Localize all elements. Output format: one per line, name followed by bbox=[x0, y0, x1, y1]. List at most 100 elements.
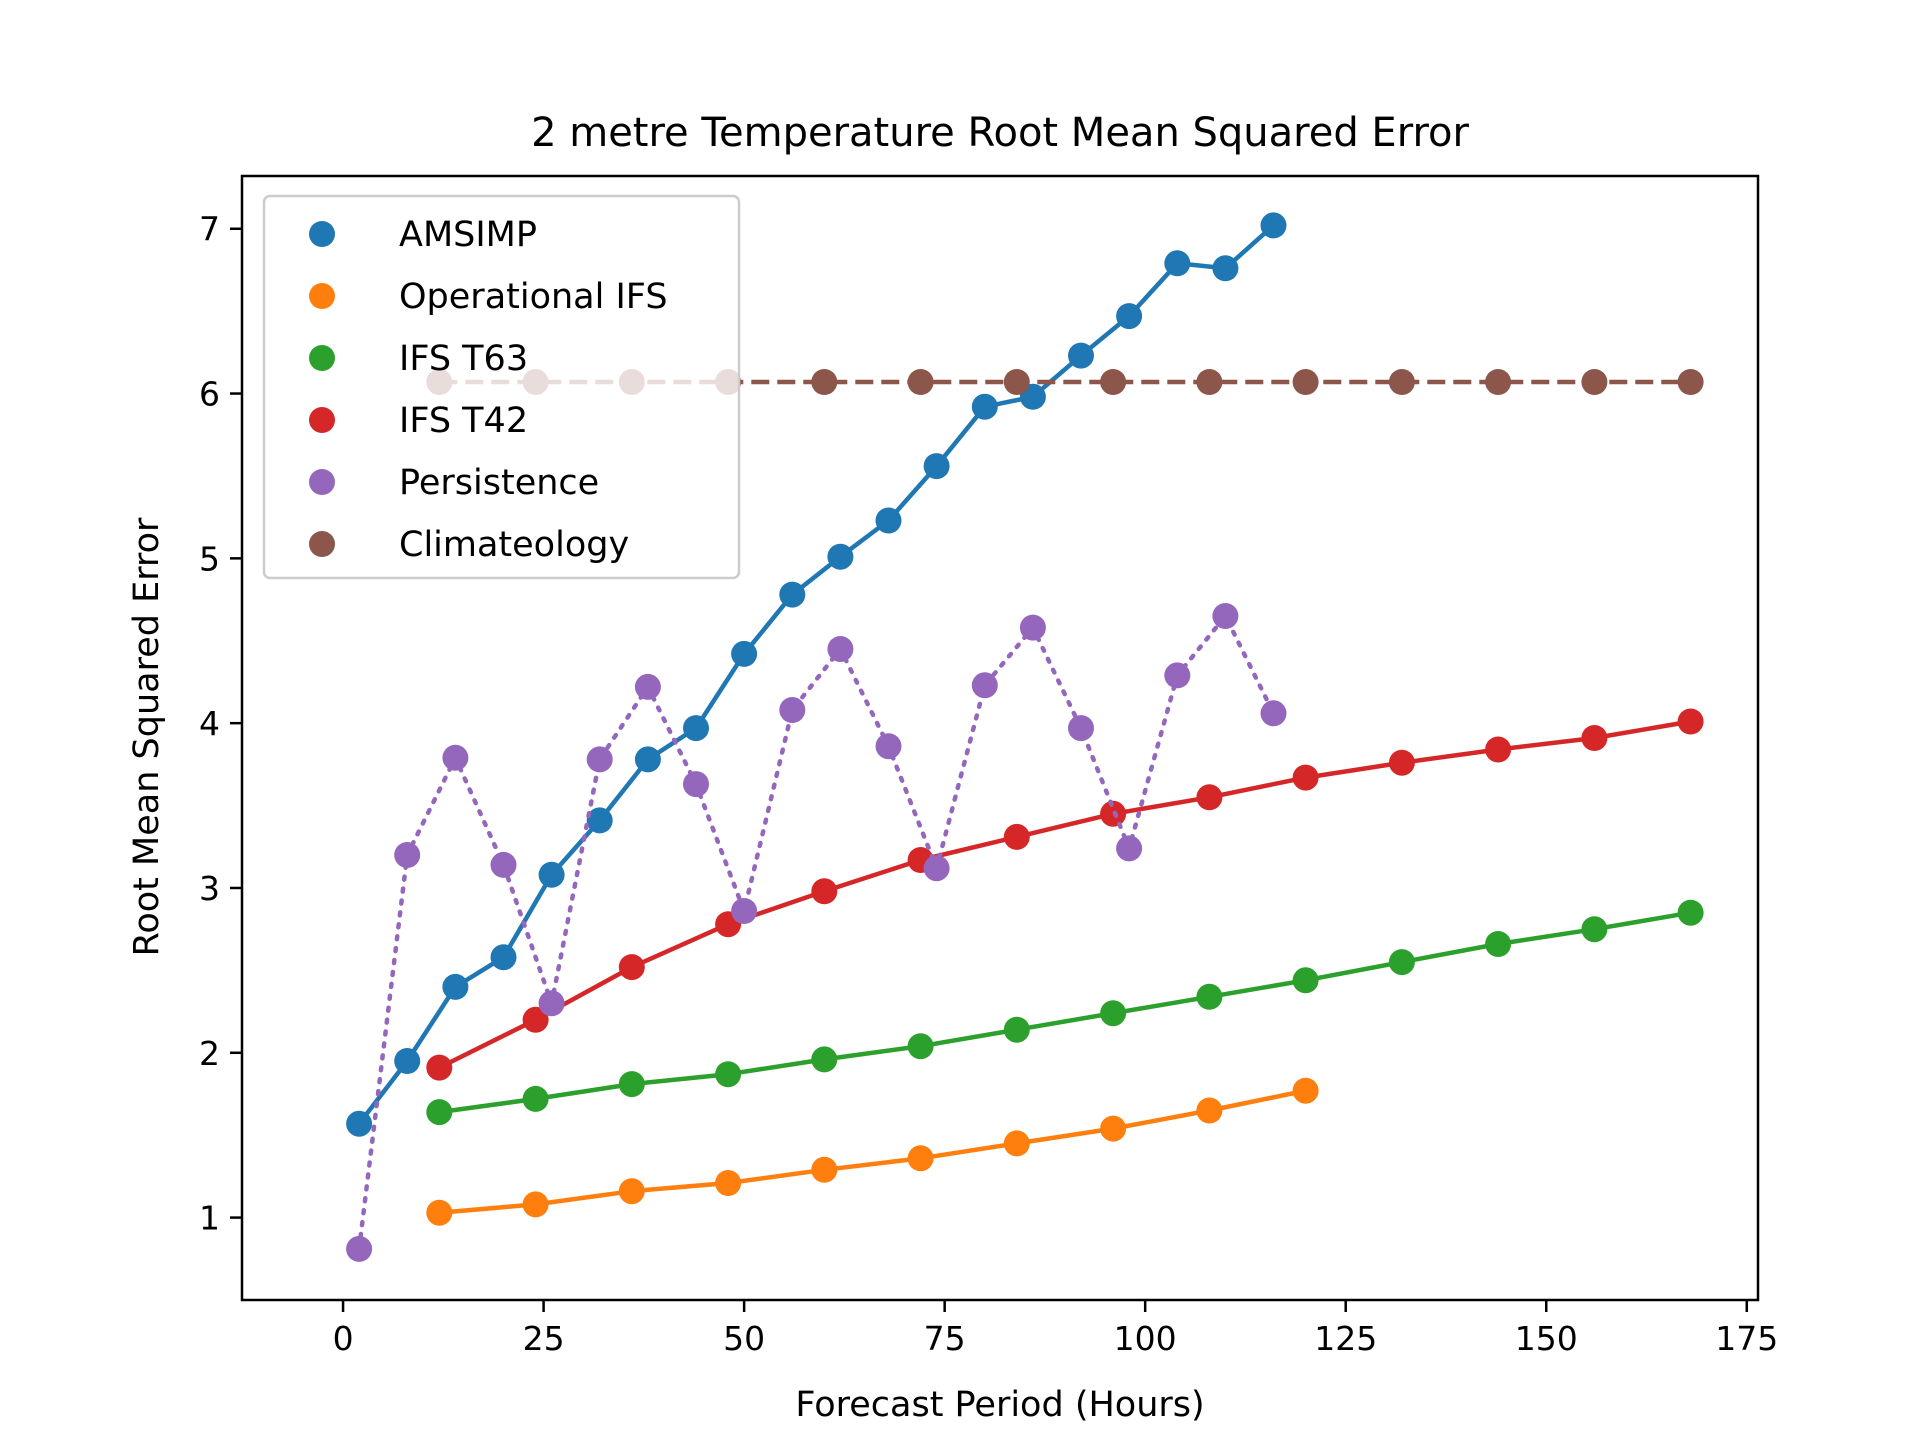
data-point-persistence-2 bbox=[442, 744, 469, 771]
data-point-ifs-t63-5 bbox=[907, 1033, 934, 1060]
data-point-ifs-t63-6 bbox=[1003, 1016, 1030, 1043]
data-point-amsimp-8 bbox=[731, 640, 758, 667]
x-tick-label-0: 0 bbox=[333, 1319, 354, 1358]
data-point-climateology-8 bbox=[1196, 369, 1223, 395]
data-point-amsimp-9 bbox=[779, 581, 806, 608]
data-point-operational-ifs-4 bbox=[811, 1156, 838, 1183]
x-tick-label-175: 175 bbox=[1715, 1319, 1778, 1358]
legend-label-ifs-t42: IFS T42 bbox=[399, 401, 528, 441]
data-point-climateology-7 bbox=[1100, 369, 1127, 395]
y-tick-label-7: 7 bbox=[199, 210, 220, 249]
data-point-ifs-t42-6 bbox=[1003, 823, 1030, 850]
data-point-climateology-5 bbox=[907, 369, 934, 395]
y-tick-label-4: 4 bbox=[199, 704, 220, 743]
data-point-ifs-t42-13 bbox=[1677, 708, 1704, 735]
data-point-ifs-t63-8 bbox=[1196, 983, 1223, 1010]
data-point-persistence-10 bbox=[827, 636, 854, 662]
data-point-persistence-15 bbox=[1068, 715, 1094, 742]
legend-label-climateology: Climateology bbox=[399, 525, 629, 565]
data-point-persistence-17 bbox=[1164, 662, 1191, 689]
data-point-persistence-3 bbox=[490, 851, 517, 878]
legend-marker-persistence bbox=[309, 469, 335, 495]
legend-label-ifs-t63: IFS T63 bbox=[399, 339, 528, 379]
data-point-ifs-t63-3 bbox=[715, 1061, 742, 1088]
data-point-amsimp-7 bbox=[683, 715, 709, 742]
data-point-operational-ifs-2 bbox=[618, 1178, 645, 1205]
data-point-operational-ifs-6 bbox=[1003, 1130, 1030, 1157]
data-point-amsimp-10 bbox=[827, 543, 854, 570]
data-point-ifs-t63-4 bbox=[811, 1046, 838, 1073]
data-point-persistence-1 bbox=[394, 842, 421, 868]
data-point-amsimp-2 bbox=[442, 973, 469, 1000]
data-point-ifs-t42-1 bbox=[522, 1006, 549, 1033]
data-point-ifs-t42-10 bbox=[1388, 749, 1415, 776]
data-point-amsimp-13 bbox=[971, 393, 998, 420]
data-point-ifs-t42-12 bbox=[1581, 725, 1608, 751]
y-axis-label: Root Mean Squared Error bbox=[127, 517, 167, 956]
data-point-ifs-t63-10 bbox=[1388, 949, 1415, 976]
data-point-amsimp-15 bbox=[1068, 342, 1094, 369]
legend-label-amsimp: AMSIMP bbox=[399, 215, 537, 255]
data-point-amsimp-5 bbox=[586, 807, 613, 834]
x-tick-label-50: 50 bbox=[723, 1319, 765, 1358]
data-point-persistence-5 bbox=[586, 746, 613, 773]
legend-marker-climateology bbox=[309, 531, 335, 557]
data-point-ifs-t42-8 bbox=[1196, 784, 1223, 811]
x-tick-label-25: 25 bbox=[523, 1319, 565, 1358]
data-point-amsimp-11 bbox=[875, 507, 902, 534]
data-point-ifs-t63-0 bbox=[426, 1099, 453, 1126]
data-point-amsimp-4 bbox=[538, 861, 565, 888]
data-point-persistence-11 bbox=[875, 733, 902, 760]
data-point-ifs-t42-2 bbox=[618, 954, 645, 981]
data-point-ifs-t63-1 bbox=[522, 1085, 549, 1112]
data-point-persistence-12 bbox=[923, 855, 950, 882]
y-tick-label-6: 6 bbox=[199, 375, 220, 414]
data-point-amsimp-3 bbox=[490, 944, 517, 971]
data-point-persistence-19 bbox=[1260, 700, 1287, 727]
data-point-amsimp-16 bbox=[1116, 303, 1143, 330]
chart-title: 2 metre Temperature Root Mean Squared Er… bbox=[531, 110, 1469, 156]
legend-marker-operational-ifs bbox=[309, 283, 335, 309]
axes-frame bbox=[240, 174, 1760, 1302]
data-point-ifs-t63-2 bbox=[618, 1071, 645, 1098]
data-point-ifs-t63-11 bbox=[1485, 931, 1512, 957]
legend-marker-ifs-t63 bbox=[309, 345, 335, 371]
y-tick-label-3: 3 bbox=[199, 869, 220, 908]
series-line-operational-ifs bbox=[439, 1088, 1307, 1215]
data-point-climateology-11 bbox=[1485, 369, 1512, 395]
data-point-operational-ifs-7 bbox=[1100, 1115, 1127, 1142]
x-tick-label-100: 100 bbox=[1114, 1319, 1177, 1358]
data-point-climateology-6 bbox=[1003, 369, 1030, 395]
data-point-persistence-9 bbox=[779, 697, 806, 723]
data-point-operational-ifs-5 bbox=[907, 1145, 934, 1172]
data-point-amsimp-0 bbox=[346, 1110, 373, 1137]
legend-label-persistence: Persistence bbox=[399, 463, 599, 503]
data-point-climateology-9 bbox=[1292, 369, 1319, 395]
data-point-ifs-t42-9 bbox=[1292, 764, 1319, 791]
data-point-persistence-14 bbox=[1019, 614, 1046, 641]
data-point-amsimp-19 bbox=[1260, 212, 1287, 239]
x-tick-label-75: 75 bbox=[924, 1319, 966, 1358]
data-point-ifs-t63-9 bbox=[1292, 967, 1319, 994]
legend-label-operational-ifs: Operational IFS bbox=[399, 277, 668, 317]
data-point-operational-ifs-1 bbox=[522, 1191, 549, 1218]
data-point-ifs-t63-7 bbox=[1100, 1000, 1127, 1027]
legend-marker-amsimp bbox=[309, 221, 335, 247]
data-point-ifs-t42-11 bbox=[1485, 736, 1512, 763]
data-point-persistence-13 bbox=[971, 672, 998, 699]
data-point-amsimp-12 bbox=[923, 453, 950, 480]
series-line-ifs-t42 bbox=[438, 719, 1691, 1070]
y-tick-label-1: 1 bbox=[199, 1199, 220, 1238]
data-point-climateology-13 bbox=[1677, 369, 1704, 395]
plot-area: AMSIMP Operational IFS IFS T63 IFS T42 Persi… bbox=[199, 174, 1778, 1358]
data-point-persistence-6 bbox=[634, 673, 661, 700]
data-point-persistence-4 bbox=[538, 990, 565, 1017]
data-point-ifs-t42-0 bbox=[426, 1054, 453, 1081]
data-point-persistence-16 bbox=[1116, 835, 1143, 862]
data-point-persistence-8 bbox=[731, 898, 758, 924]
data-point-operational-ifs-8 bbox=[1196, 1097, 1223, 1124]
y-tick-label-2: 2 bbox=[199, 1034, 220, 1073]
data-point-amsimp-6 bbox=[634, 746, 661, 773]
